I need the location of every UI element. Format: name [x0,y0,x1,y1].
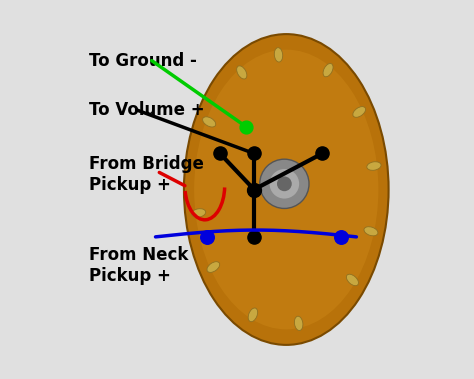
Point [250,186,258,193]
Ellipse shape [323,63,333,77]
Point [203,234,210,240]
Ellipse shape [346,274,358,286]
Point [250,150,258,157]
Ellipse shape [202,117,216,127]
Point [216,150,224,157]
Ellipse shape [237,66,247,79]
Ellipse shape [367,162,381,170]
Point [319,150,326,157]
Circle shape [260,159,309,208]
Ellipse shape [248,308,258,322]
Text: From Bridge
Pickup +: From Bridge Pickup + [89,155,204,194]
Point [337,234,345,240]
Ellipse shape [274,48,283,62]
Ellipse shape [184,34,389,345]
Ellipse shape [364,227,378,236]
Ellipse shape [191,209,206,217]
Ellipse shape [294,316,303,330]
Text: To Ground -: To Ground - [89,52,197,70]
Text: To Volume +: To Volume + [89,101,205,119]
Ellipse shape [353,106,365,117]
Text: From Neck
Pickup +: From Neck Pickup + [89,246,189,285]
Point [243,124,250,130]
Ellipse shape [207,262,220,273]
Ellipse shape [194,50,378,329]
Point [250,234,258,240]
Circle shape [270,169,299,199]
Circle shape [277,177,292,191]
